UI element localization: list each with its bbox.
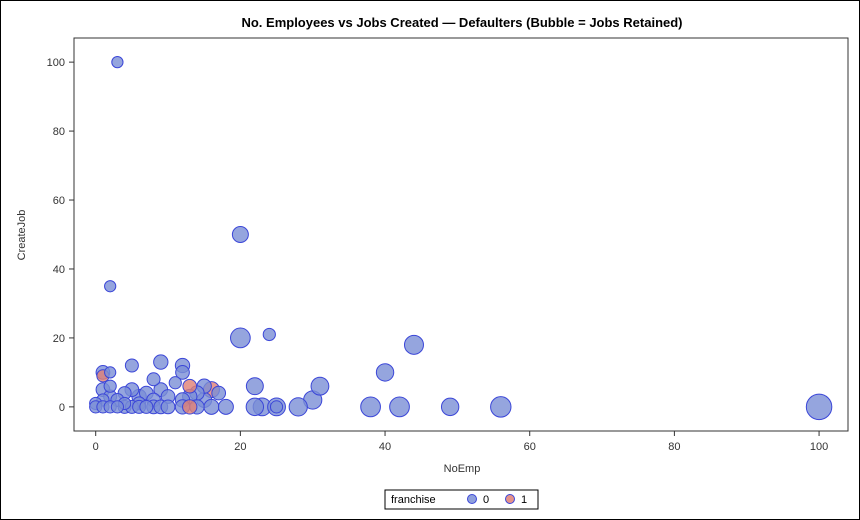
bubble-franchise-0 bbox=[139, 399, 154, 414]
bubble-franchise-0 bbox=[111, 56, 124, 69]
bubble-franchise-0 bbox=[805, 393, 833, 421]
bubble-franchise-0 bbox=[490, 396, 512, 418]
bubble-franchise-0 bbox=[230, 327, 251, 349]
bubble-franchise-0 bbox=[104, 366, 117, 379]
bubble-franchise-0 bbox=[203, 398, 220, 415]
y-tick-label: 80 bbox=[53, 126, 65, 138]
bubble-franchise-0 bbox=[389, 396, 410, 418]
y-axis-label: CreateJob bbox=[16, 210, 28, 261]
bubble-franchise-0 bbox=[262, 327, 276, 342]
bubble-franchise-0 bbox=[211, 385, 227, 401]
x-tick-label: 60 bbox=[524, 441, 536, 453]
legend-swatch-0 bbox=[467, 494, 477, 504]
y-tick-label: 0 bbox=[59, 402, 65, 414]
x-axis-label: NoEmp bbox=[444, 463, 481, 475]
bubble-franchise-0 bbox=[288, 397, 308, 417]
bubble-franchise-0 bbox=[110, 400, 124, 414]
legend-box bbox=[384, 489, 539, 510]
y-tick-label: 100 bbox=[47, 57, 65, 69]
bubble-franchise-0 bbox=[217, 398, 234, 415]
chart-title: No. Employees vs Jobs Created — Defaulte… bbox=[241, 15, 682, 30]
legend-label-1: 1 bbox=[521, 494, 527, 506]
bubble-franchise-1 bbox=[182, 378, 198, 394]
plot-area bbox=[73, 37, 849, 432]
bubble-franchise-0 bbox=[103, 379, 117, 393]
y-axis: 0 20 40 60 80 100 bbox=[47, 57, 74, 414]
x-tick-label: 0 bbox=[93, 441, 99, 453]
legend-label-0: 0 bbox=[483, 494, 489, 506]
bubble-franchise-0 bbox=[245, 377, 264, 396]
legend: franchise 0 1 bbox=[384, 489, 539, 510]
y-tick-label: 60 bbox=[53, 195, 65, 207]
x-axis: 0 20 40 60 80 100 bbox=[93, 431, 828, 453]
bubble-franchise-0 bbox=[168, 376, 182, 390]
bubble-franchise-0 bbox=[403, 334, 424, 355]
bubble-franchise-0 bbox=[104, 280, 117, 293]
bubble-franchise-1 bbox=[182, 399, 198, 415]
bubble-franchise-0 bbox=[175, 365, 190, 380]
bubble-franchise-0 bbox=[153, 354, 169, 370]
legend-title: franchise bbox=[391, 494, 436, 506]
x-tick-label: 80 bbox=[668, 441, 680, 453]
bubble-franchise-0 bbox=[440, 397, 460, 417]
x-tick-label: 20 bbox=[234, 441, 246, 453]
x-tick-label: 40 bbox=[379, 441, 391, 453]
bubble-franchise-0 bbox=[124, 358, 139, 373]
bubble-franchise-0 bbox=[160, 399, 176, 415]
bubble-layer bbox=[89, 56, 833, 421]
bubble-franchise-0 bbox=[269, 400, 284, 414]
bubble-franchise-0 bbox=[146, 372, 161, 387]
legend-swatch-1 bbox=[505, 494, 515, 504]
x-tick-label: 100 bbox=[810, 441, 828, 453]
y-tick-label: 40 bbox=[53, 264, 65, 276]
bubble-franchise-0 bbox=[245, 397, 265, 417]
bubble-franchise-0 bbox=[360, 396, 381, 418]
bubble-franchise-0 bbox=[231, 226, 249, 243]
bubble-franchise-0 bbox=[310, 376, 330, 396]
y-tick-label: 20 bbox=[53, 333, 65, 345]
bubble-franchise-0 bbox=[375, 363, 395, 382]
